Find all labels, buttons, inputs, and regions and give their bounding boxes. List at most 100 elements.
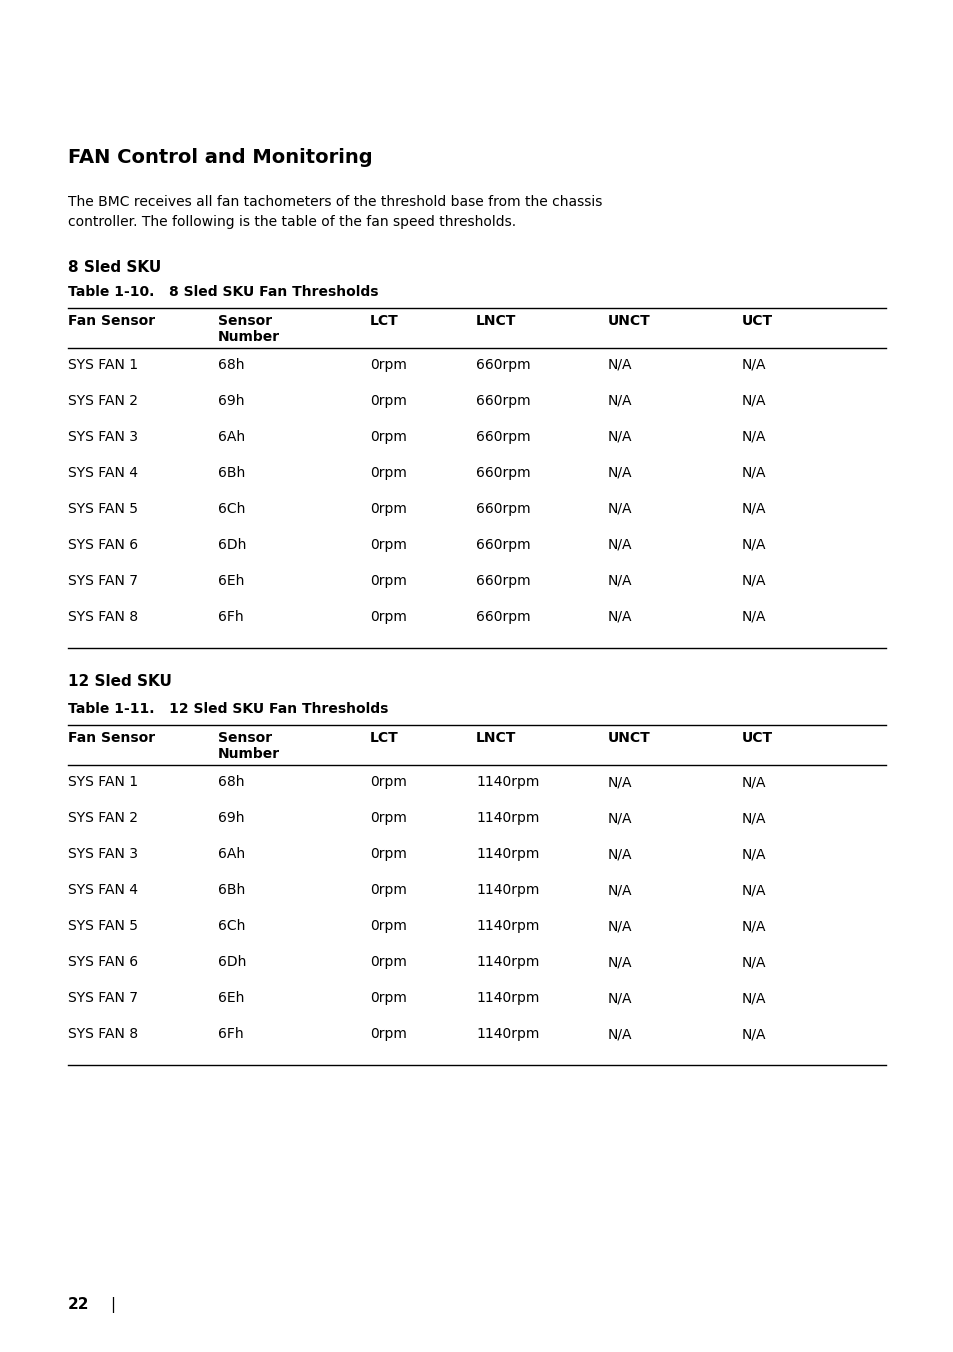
Text: 6Bh: 6Bh [218,883,245,896]
Text: UNCT: UNCT [607,314,650,329]
Text: LNCT: LNCT [476,314,516,329]
Text: N/A: N/A [741,883,765,896]
Text: UNCT: UNCT [607,731,650,745]
Text: 0rpm: 0rpm [370,610,406,625]
Text: 0rpm: 0rpm [370,358,406,372]
Text: 6Eh: 6Eh [218,575,244,588]
Text: 6Ah: 6Ah [218,846,245,861]
Text: 1140rpm: 1140rpm [476,919,538,933]
Text: 660rpm: 660rpm [476,610,530,625]
Text: 660rpm: 660rpm [476,430,530,443]
Text: SYS FAN 1: SYS FAN 1 [68,775,138,790]
Text: SYS FAN 7: SYS FAN 7 [68,991,138,1005]
Text: N/A: N/A [741,1028,765,1041]
Text: 660rpm: 660rpm [476,466,530,480]
Text: N/A: N/A [607,610,632,625]
Text: SYS FAN 2: SYS FAN 2 [68,811,138,825]
Text: SYS FAN 5: SYS FAN 5 [68,502,138,516]
Text: N/A: N/A [607,991,632,1005]
Text: UCT: UCT [741,731,772,745]
Text: 68h: 68h [218,775,244,790]
Text: N/A: N/A [607,502,632,516]
Text: N/A: N/A [741,846,765,861]
Text: SYS FAN 4: SYS FAN 4 [68,883,138,896]
Text: N/A: N/A [741,466,765,480]
Text: 1140rpm: 1140rpm [476,955,538,969]
Text: N/A: N/A [741,610,765,625]
Text: 22: 22 [68,1297,90,1311]
Text: 0rpm: 0rpm [370,955,406,969]
Text: 6Ch: 6Ch [218,919,245,933]
Text: 660rpm: 660rpm [476,538,530,552]
Text: 660rpm: 660rpm [476,502,530,516]
Text: 1140rpm: 1140rpm [476,775,538,790]
Text: UCT: UCT [741,314,772,329]
Text: 660rpm: 660rpm [476,358,530,372]
Text: N/A: N/A [607,775,632,790]
Text: N/A: N/A [607,955,632,969]
Text: N/A: N/A [741,502,765,516]
Text: 6Ch: 6Ch [218,502,245,516]
Text: 0rpm: 0rpm [370,811,406,825]
Text: N/A: N/A [607,846,632,861]
Text: N/A: N/A [741,393,765,408]
Text: 660rpm: 660rpm [476,575,530,588]
Text: SYS FAN 3: SYS FAN 3 [68,846,138,861]
Text: N/A: N/A [741,955,765,969]
Text: N/A: N/A [607,919,632,933]
Text: N/A: N/A [741,811,765,825]
Text: 0rpm: 0rpm [370,575,406,588]
Text: controller. The following is the table of the fan speed thresholds.: controller. The following is the table o… [68,215,516,228]
Text: 0rpm: 0rpm [370,538,406,552]
Text: 0rpm: 0rpm [370,883,406,896]
Text: SYS FAN 1: SYS FAN 1 [68,358,138,372]
Text: SYS FAN 2: SYS FAN 2 [68,393,138,408]
Text: N/A: N/A [741,775,765,790]
Text: 0rpm: 0rpm [370,919,406,933]
Text: 6Bh: 6Bh [218,466,245,480]
Text: 1140rpm: 1140rpm [476,811,538,825]
Text: N/A: N/A [607,430,632,443]
Text: Fan Sensor: Fan Sensor [68,731,155,745]
Text: 68h: 68h [218,358,244,372]
Text: 6Fh: 6Fh [218,1028,243,1041]
Text: Table 1-11.   12 Sled SKU Fan Thresholds: Table 1-11. 12 Sled SKU Fan Thresholds [68,702,388,717]
Text: SYS FAN 5: SYS FAN 5 [68,919,138,933]
Text: Sensor
Number: Sensor Number [218,314,280,345]
Text: SYS FAN 4: SYS FAN 4 [68,466,138,480]
Text: N/A: N/A [741,991,765,1005]
Text: N/A: N/A [607,883,632,896]
Text: 0rpm: 0rpm [370,775,406,790]
Text: 6Dh: 6Dh [218,955,246,969]
Text: N/A: N/A [741,358,765,372]
Text: N/A: N/A [607,1028,632,1041]
Text: 1140rpm: 1140rpm [476,846,538,861]
Text: N/A: N/A [741,538,765,552]
Text: 6Ah: 6Ah [218,430,245,443]
Text: N/A: N/A [607,393,632,408]
Text: 8 Sled SKU: 8 Sled SKU [68,260,161,274]
Text: LNCT: LNCT [476,731,516,745]
Text: 0rpm: 0rpm [370,393,406,408]
Text: 6Fh: 6Fh [218,610,243,625]
Text: The BMC receives all fan tachometers of the threshold base from the chassis: The BMC receives all fan tachometers of … [68,195,601,210]
Text: Table 1-10.   8 Sled SKU Fan Thresholds: Table 1-10. 8 Sled SKU Fan Thresholds [68,285,378,299]
Text: FAN Control and Monitoring: FAN Control and Monitoring [68,147,373,168]
Text: 0rpm: 0rpm [370,502,406,516]
Text: 1140rpm: 1140rpm [476,883,538,896]
Text: 1140rpm: 1140rpm [476,991,538,1005]
Text: SYS FAN 6: SYS FAN 6 [68,538,138,552]
Text: 0rpm: 0rpm [370,466,406,480]
Text: SYS FAN 6: SYS FAN 6 [68,955,138,969]
Text: 0rpm: 0rpm [370,430,406,443]
Text: N/A: N/A [607,575,632,588]
Text: 69h: 69h [218,811,244,825]
Text: Sensor
Number: Sensor Number [218,731,280,761]
Text: 0rpm: 0rpm [370,846,406,861]
Text: SYS FAN 8: SYS FAN 8 [68,610,138,625]
Text: N/A: N/A [741,919,765,933]
Text: SYS FAN 3: SYS FAN 3 [68,430,138,443]
Text: Fan Sensor: Fan Sensor [68,314,155,329]
Text: N/A: N/A [607,538,632,552]
Text: 69h: 69h [218,393,244,408]
